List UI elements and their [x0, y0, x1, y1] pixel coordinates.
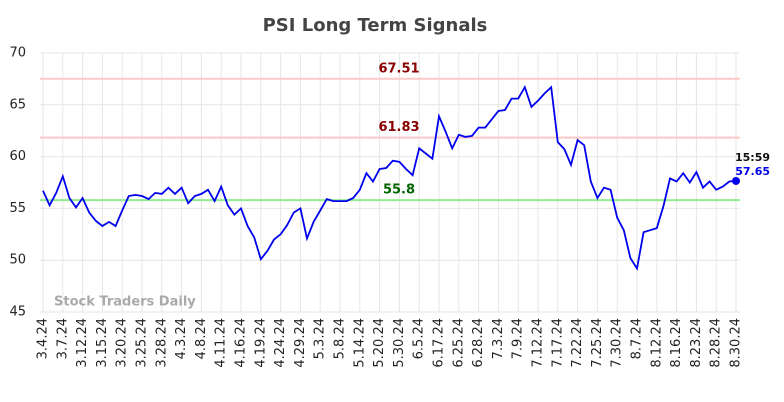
x-tick-label: 7.25.24: [590, 318, 605, 368]
x-tick-label: 5.8.24: [333, 318, 348, 359]
x-tick-label: 5.14.24: [352, 318, 367, 368]
x-tick-label: 8.12.24: [649, 318, 664, 368]
x-tick-label: 5.3.24: [313, 318, 328, 359]
watermark: Stock Traders Daily: [54, 295, 196, 310]
x-tick-label: 7.12.24: [531, 318, 546, 368]
last-point: [732, 176, 740, 185]
x-tick-label: 4.11.24: [214, 318, 229, 368]
y-tick-label: 45: [9, 305, 26, 320]
y-tick-label: 50: [9, 253, 26, 268]
x-tick-label: 6.28.24: [471, 318, 486, 368]
x-tick-label: 3.4.24: [36, 318, 51, 359]
x-tick-label: 7.9.24: [511, 318, 526, 359]
x-tick-label: 6.25.24: [451, 318, 466, 368]
x-tick-label: 6.17.24: [432, 318, 447, 368]
x-tick-label: 5.30.24: [392, 318, 407, 368]
y-tick-label: 60: [9, 149, 26, 164]
x-tick-label: 3.25.24: [135, 318, 150, 368]
y-tick-label: 65: [9, 97, 26, 112]
last-time: 15:59: [735, 151, 770, 164]
x-tick-label: 6.5.24: [412, 318, 427, 359]
reference-label: 67.51: [378, 61, 419, 76]
x-tick-label: 5.20.24: [372, 318, 387, 368]
x-tick-label: 8.30.24: [729, 318, 744, 368]
x-tick-label: 7.3.24: [491, 318, 506, 359]
x-tick-label: 4.16.24: [234, 318, 249, 368]
x-tick-label: 8.16.24: [669, 318, 684, 368]
y-tick-label: 55: [9, 201, 26, 216]
x-tick-label: 4.8.24: [194, 318, 209, 359]
x-tick-label: 8.7.24: [630, 318, 645, 359]
x-tick-label: 4.19.24: [253, 318, 268, 368]
x-tick-label: 3.15.24: [95, 318, 110, 368]
x-tick-label: 4.29.24: [293, 318, 308, 368]
y-tick-label: 70: [9, 46, 26, 61]
chart-title: PSI Long Term Signals: [263, 15, 488, 36]
x-tick-label: 8.28.24: [709, 318, 724, 368]
reference-label: 55.8: [383, 183, 415, 198]
last-value: 57.65: [735, 165, 770, 178]
x-tick-label: 3.28.24: [154, 318, 169, 368]
x-tick-label: 8.23.24: [689, 318, 704, 368]
x-tick-label: 7.22.24: [570, 318, 585, 368]
x-tick-label: 4.3.24: [174, 318, 189, 359]
reference-label: 61.83: [378, 120, 419, 135]
x-tick-label: 3.20.24: [115, 318, 130, 368]
x-tick-label: 3.12.24: [75, 318, 90, 368]
x-tick-label: 4.24.24: [273, 318, 288, 368]
series-line: [42, 85, 737, 271]
x-tick-label: 7.30.24: [610, 318, 625, 368]
x-tick-label: 7.17.24: [550, 318, 565, 368]
x-tick-label: 3.7.24: [55, 318, 70, 359]
